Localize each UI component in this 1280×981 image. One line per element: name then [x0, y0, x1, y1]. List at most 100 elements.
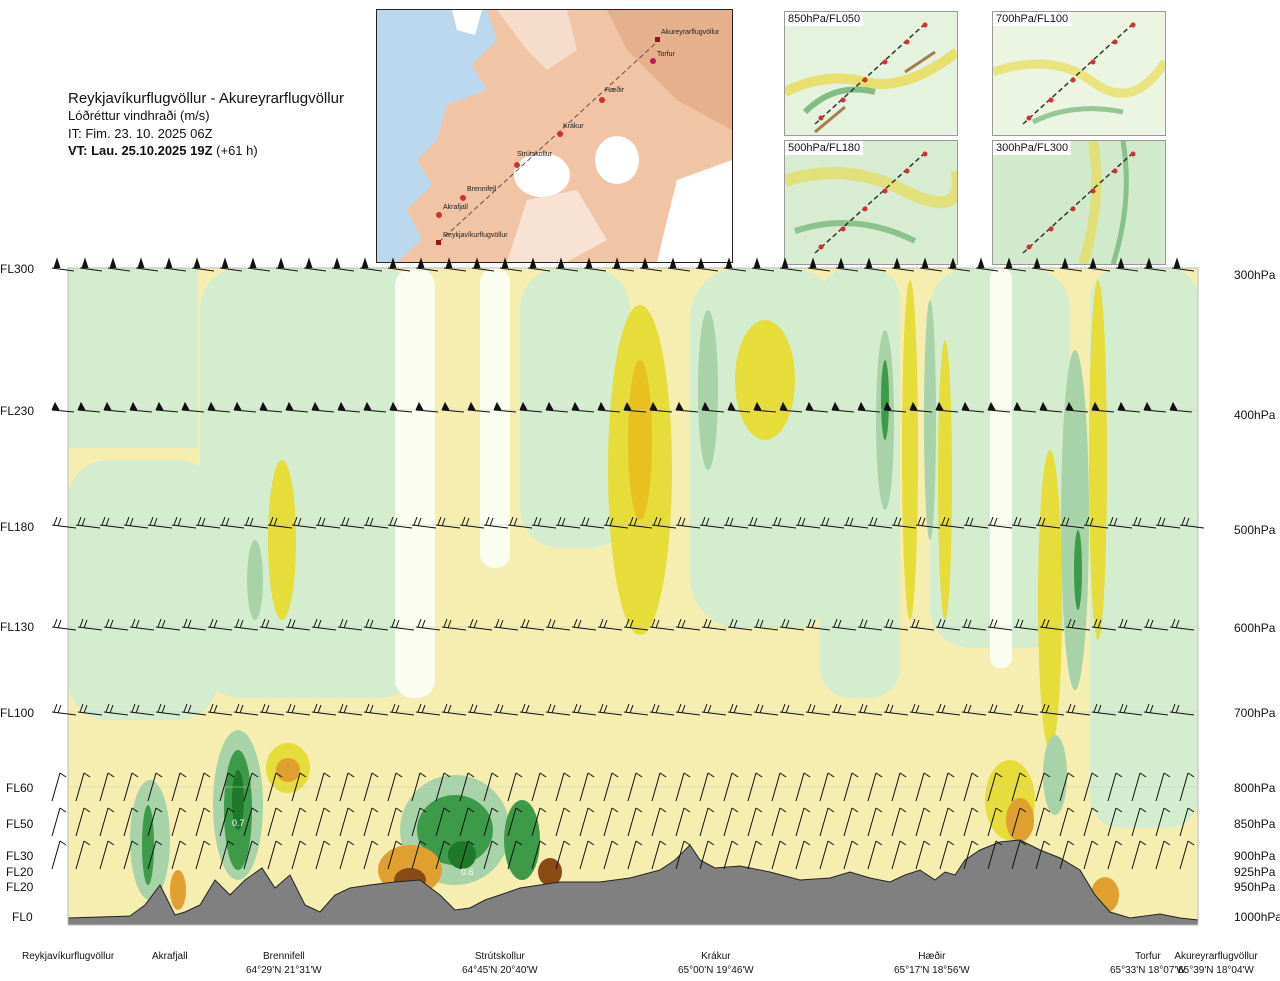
hpa-label: 1000hPa: [1234, 910, 1280, 924]
wind-barb: [1035, 840, 1051, 870]
wind-barb: [603, 516, 629, 529]
wind-barb: [1091, 401, 1115, 413]
panel-300hpa-graphic: [993, 141, 1165, 264]
wind-barb: [1039, 401, 1063, 413]
wind-barb: [99, 772, 115, 802]
wind-barb: [603, 772, 619, 802]
wind-barb: [545, 618, 571, 631]
terrain-profile: [67, 839, 1199, 926]
wind-barb: [51, 401, 75, 413]
map-label: Krákur: [563, 123, 584, 130]
wind-barb: [129, 401, 153, 413]
wind-barb: [233, 703, 259, 716]
wind-barb: [195, 807, 211, 837]
station-label: Hæðir 65°17'N 18°56'W: [894, 951, 970, 976]
hpa-label: 925hPa: [1234, 865, 1276, 879]
wind-barb: [181, 618, 207, 631]
wind-barb: [531, 807, 547, 837]
fl-label: FL180: [0, 520, 35, 534]
value-annotation: 0.7: [232, 818, 245, 828]
valid-time-bold: VT: Lau. 25.10.2025 19Z: [68, 143, 213, 158]
wind-barb: [1083, 516, 1109, 529]
fl-label: FL100: [0, 706, 35, 720]
wind-barb: [411, 840, 427, 870]
wind-barb: [459, 840, 475, 870]
hpa-label: 900hPa: [1234, 849, 1276, 863]
wind-barb: [219, 257, 243, 272]
wind-barb: [935, 703, 961, 716]
wind-barb: [493, 618, 519, 631]
wind-barb: [1013, 703, 1039, 716]
wind-barb: [1155, 807, 1171, 837]
wind-barb: [867, 772, 883, 802]
wind-barb: [103, 703, 129, 716]
wind-barb: [285, 618, 311, 631]
wind-barb: [51, 516, 77, 529]
wind-barbs: [51, 257, 1205, 870]
wind-barb: [909, 618, 935, 631]
panel-850hpa-graphic: [785, 12, 957, 135]
wind-barb: [867, 840, 883, 870]
fl-label: FL30: [6, 849, 34, 863]
panel-500hpa-graphic: [785, 141, 957, 264]
wind-barb: [311, 703, 337, 716]
wind-barb: [267, 772, 283, 802]
wind-barb: [753, 703, 779, 716]
route-map-graphic: [377, 10, 732, 262]
wind-barb: [493, 703, 519, 716]
wind-barb: [597, 703, 623, 716]
wind-barb: [135, 257, 159, 272]
wind-barb: [123, 516, 149, 529]
wind-barb: [1011, 807, 1027, 837]
wind-barb: [987, 807, 1003, 837]
wind-barb: [441, 618, 467, 631]
wind-barb: [1143, 703, 1169, 716]
wind-barb: [723, 516, 749, 529]
wind-barb: [675, 772, 691, 802]
wind-barb: [699, 807, 715, 837]
wind-barb: [1117, 703, 1143, 716]
wind-barb: [155, 401, 179, 413]
wind-barb: [243, 840, 259, 870]
fl-label: FL20: [6, 880, 34, 894]
wind-barb: [675, 618, 701, 631]
wind-barb: [483, 840, 499, 870]
wind-barb: [1065, 618, 1091, 631]
wind-barb: [75, 840, 91, 870]
wind-barb: [915, 807, 931, 837]
wind-barb: [207, 618, 233, 631]
wind-barb: [935, 618, 961, 631]
wind-barb: [597, 401, 621, 413]
wind-barb: [1169, 401, 1193, 413]
wind-barb: [623, 703, 649, 716]
wind-barb: [675, 840, 691, 870]
wind-barb: [441, 703, 467, 716]
wind-barb: [415, 703, 441, 716]
wind-barb: [267, 840, 283, 870]
wind-barb: [363, 840, 379, 870]
wind-barb: [507, 840, 523, 870]
wind-barb: [363, 807, 379, 837]
wind-barb: [805, 401, 829, 413]
wind-barb: [337, 703, 363, 716]
wind-barb: [51, 257, 75, 272]
wind-barb: [915, 516, 941, 529]
wind-barb: [1039, 703, 1065, 716]
wind-barb: [389, 618, 415, 631]
wind-barb: [961, 703, 987, 716]
wind-barb: [123, 772, 139, 802]
wind-barb: [1155, 840, 1171, 870]
wind-barb: [435, 807, 451, 837]
wind-barb: [163, 257, 187, 272]
value-annotation: 0.6: [461, 867, 474, 877]
wind-barb: [651, 516, 677, 529]
station-name: Reykjavíkurflugvöllur: [22, 951, 115, 962]
wind-barb: [963, 516, 989, 529]
plot-frame: [67, 267, 1199, 926]
wind-barb: [843, 807, 859, 837]
wind-barb: [531, 772, 547, 802]
wind-barb: [891, 772, 907, 802]
wind-barb: [311, 618, 337, 631]
wind-barb: [171, 807, 187, 837]
wind-barb: [1131, 840, 1147, 870]
